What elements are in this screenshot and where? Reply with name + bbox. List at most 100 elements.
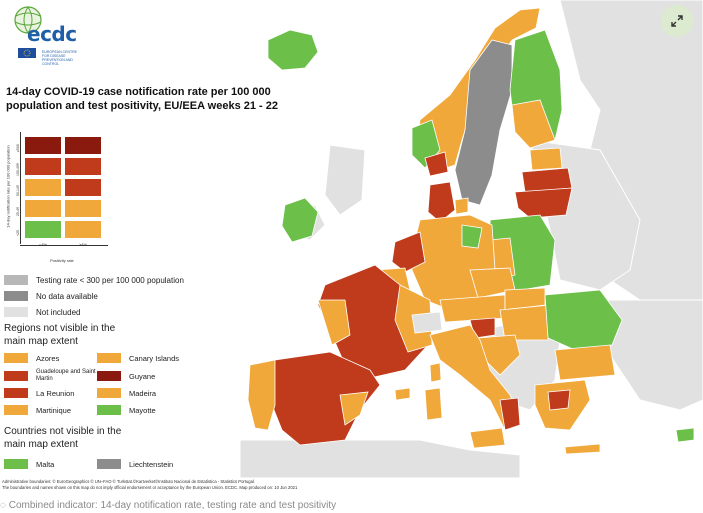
matrix-cell xyxy=(64,220,102,239)
region-label: Martinique xyxy=(36,405,72,415)
region-label: Azores xyxy=(36,353,60,363)
bulgaria-region[interactable] xyxy=(554,344,616,381)
legend-swatch xyxy=(97,353,121,363)
matrix-y-axis xyxy=(20,132,21,244)
legend-label: Testing rate < 300 per 100 000 populatio… xyxy=(36,275,184,285)
legend-swatch xyxy=(97,405,121,415)
ecdc-logo-subtitle: EUROPEAN CENTRE FOR DISEASE PREVENTION A… xyxy=(42,50,78,66)
matrix-y-tick: 50-149 xyxy=(16,185,20,196)
ireland-region[interactable] xyxy=(281,197,319,243)
region-legend-item: Azores xyxy=(4,353,59,363)
matrix-cell xyxy=(24,220,62,239)
corsica[interactable] xyxy=(429,362,442,383)
matrix-cell xyxy=(64,199,102,218)
legend-testing-rate: Testing rate < 300 per 100 000 populatio… xyxy=(4,275,184,285)
region-label: Mayotte xyxy=(129,405,156,415)
iceland-region[interactable] xyxy=(267,29,319,71)
region-label: Madeira xyxy=(129,388,157,398)
cyprus[interactable] xyxy=(675,427,695,443)
map-title: 14-day COVID-19 case notification rate p… xyxy=(6,86,279,112)
legend-label: Not included xyxy=(36,307,81,317)
sweden-region[interactable] xyxy=(454,39,513,206)
map-footnote: Administrative boundaries: © EuroGeograp… xyxy=(2,479,602,491)
legend-swatch xyxy=(4,405,28,415)
caption-text: Combined indicator: 14-day notification … xyxy=(8,500,337,511)
countries-section-title: Countries not visible in the main map ex… xyxy=(4,426,122,450)
matrix-cell xyxy=(24,178,62,197)
matrix-x-axis xyxy=(20,245,108,246)
balearic[interactable] xyxy=(394,387,411,401)
region-legend-item: La Reunion xyxy=(4,388,74,398)
region-legend-item: Martinique xyxy=(4,405,71,415)
country-legend-item: Malta xyxy=(4,459,54,469)
matrix-y-tick: 25-49 xyxy=(16,207,20,216)
matrix-cell xyxy=(24,199,62,218)
lithuania-region[interactable] xyxy=(514,187,573,219)
matrix-x-tick: <4% xyxy=(39,242,48,247)
denmark-region[interactable] xyxy=(427,181,456,223)
footnote-line: Administrative boundaries: © EuroGeograp… xyxy=(2,479,256,484)
romania-region[interactable] xyxy=(544,289,623,351)
matrix-x-tick: ≥4% xyxy=(79,242,87,247)
portugal-region[interactable] xyxy=(247,359,276,431)
legend-swatch xyxy=(97,459,121,469)
legend-swatch xyxy=(4,388,28,398)
legend-swatch xyxy=(4,459,28,469)
matrix-x-axis-title: Positivity rate xyxy=(50,258,74,263)
spain-orange[interactable] xyxy=(339,391,369,426)
non-included-land xyxy=(239,0,703,478)
region-label: Guadeloupe and Saint Martin xyxy=(36,369,96,382)
netherlands-region[interactable] xyxy=(391,231,426,273)
region-legend-item: Guadeloupe and Saint Martin xyxy=(4,369,96,383)
legend-label: No data available xyxy=(36,291,98,301)
matrix-y-tick: <25 xyxy=(16,230,20,236)
matrix-cell xyxy=(64,157,102,176)
legend-swatch xyxy=(97,371,121,381)
italy-red[interactable] xyxy=(499,397,521,431)
matrix-y-tick: 150-499 xyxy=(16,163,20,176)
matrix-y-axis-title: 14-day notification rate per 100 000 pop… xyxy=(5,145,11,228)
switzerland-region[interactable] xyxy=(411,311,443,334)
globe-icon xyxy=(14,6,42,58)
region-legend-item: Madeira xyxy=(97,388,156,398)
estonia-region[interactable] xyxy=(529,147,563,171)
legend-not-included: Not included xyxy=(4,307,80,317)
norway-red-region[interactable] xyxy=(424,151,449,177)
region-legend-item: Mayotte xyxy=(97,405,156,415)
country-label: Malta xyxy=(36,459,55,469)
denmark-islands[interactable] xyxy=(454,197,469,215)
germany-green[interactable] xyxy=(461,224,483,249)
expand-icon xyxy=(671,15,683,27)
sardinia[interactable] xyxy=(424,387,443,421)
regions-section-title: Regions not visible in the main map exte… xyxy=(4,323,116,347)
legend-swatch xyxy=(4,275,28,285)
country-label: Liechtenstein xyxy=(129,459,174,469)
map-panel: ecdc EUROPEAN CENTRE FOR DISEASE PREVENT… xyxy=(0,0,703,492)
figure-caption: ◌ Combined indicator: 14-day notificatio… xyxy=(0,500,336,511)
legend-swatch xyxy=(4,353,28,363)
matrix-cell xyxy=(24,136,62,155)
slovakia-region[interactable] xyxy=(504,287,546,311)
legend-swatch xyxy=(97,388,121,398)
region-legend-item: Guyane xyxy=(97,371,155,381)
finland-orange-region[interactable] xyxy=(511,99,556,149)
ecdc-logo-text: ecdc xyxy=(27,22,77,46)
region-label: La Reunion xyxy=(36,388,75,398)
sicily[interactable] xyxy=(469,427,506,449)
hungary-region[interactable] xyxy=(499,304,551,341)
ecdc-logo: ecdc EUROPEAN CENTRE FOR DISEASE PREVENT… xyxy=(6,4,77,66)
legend-swatch xyxy=(4,307,28,317)
region-label: Canary Islands xyxy=(129,353,180,363)
europe-map[interactable] xyxy=(0,0,703,478)
country-legend-item: Liechtenstein xyxy=(97,459,173,469)
crete[interactable] xyxy=(564,443,601,455)
greece-red[interactable] xyxy=(547,389,571,411)
fullscreen-button[interactable] xyxy=(661,5,693,37)
legend-swatch xyxy=(4,371,28,381)
region-legend-item: Canary Islands xyxy=(97,353,179,363)
matrix-cell xyxy=(64,136,102,155)
caption-icon: ◌ xyxy=(0,500,9,511)
france-orange-west[interactable] xyxy=(317,299,351,346)
footnote-line: The boundaries and names shown on this m… xyxy=(2,485,298,490)
region-label: Guyane xyxy=(129,371,156,381)
